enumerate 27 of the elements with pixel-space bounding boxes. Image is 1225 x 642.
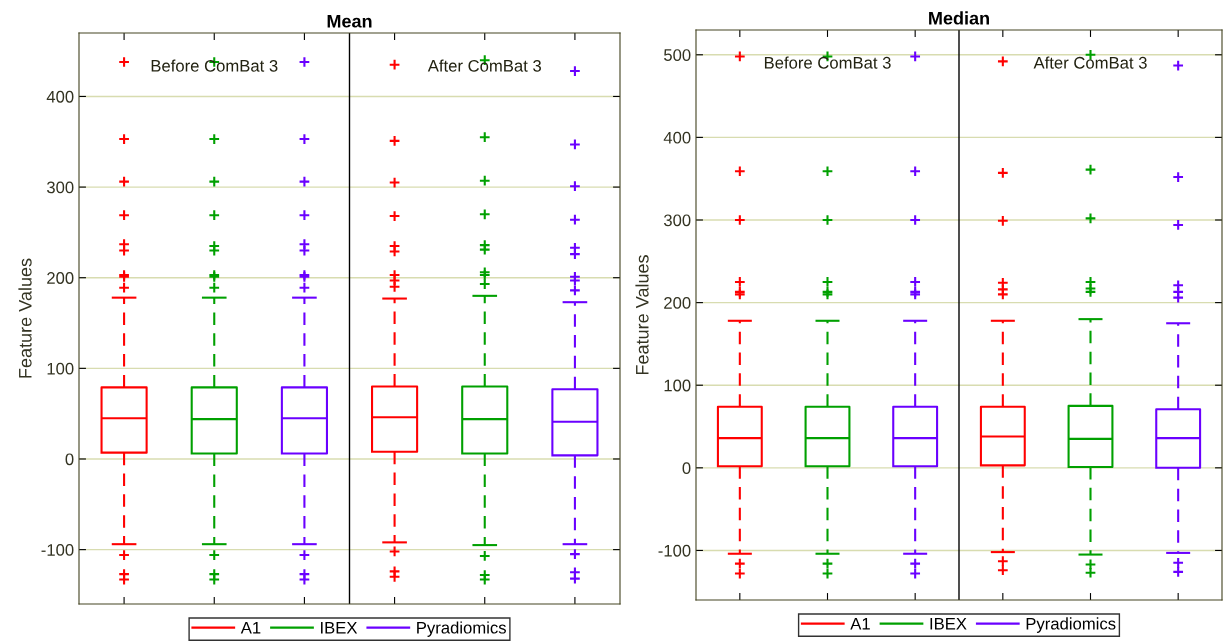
chart-title: Mean: [327, 15, 372, 28]
y-tick-label: 0: [65, 453, 74, 466]
y-tick-label: 400: [663, 131, 691, 144]
legend-label: A1: [240, 621, 261, 634]
legend-label: IBEX: [321, 621, 358, 634]
y-tick-label: 400: [46, 90, 74, 103]
y-tick-label: 200: [664, 297, 691, 309]
legend-label: IBEX: [930, 617, 967, 630]
annotation: Before ComBat 3: [764, 56, 891, 69]
y-axis-title: Feature Values: [635, 255, 649, 375]
y-tick-label: -100: [658, 544, 691, 557]
y-tick-label: -100: [41, 544, 74, 556]
annotation: After ComBat 3: [1033, 56, 1147, 69]
legend-label: Pyradiomics: [417, 621, 506, 637]
y-tick-label: 100: [664, 379, 691, 392]
y-tick-label: 500: [664, 49, 691, 61]
legend-label: Pyradiomics: [1026, 617, 1116, 633]
y-tick-label: 100: [47, 362, 74, 375]
y-axis-title: Feature Values: [18, 258, 32, 378]
annotation: Before ComBat 3: [151, 59, 278, 72]
y-tick-label: 200: [47, 272, 74, 284]
y-tick-label: 0: [682, 462, 691, 475]
legend-label: A1: [850, 617, 870, 630]
y-tick-label: 300: [663, 214, 691, 227]
chart-title: Median: [929, 11, 989, 25]
annotation: After ComBat 3: [427, 59, 541, 72]
y-tick-label: 300: [46, 181, 74, 194]
